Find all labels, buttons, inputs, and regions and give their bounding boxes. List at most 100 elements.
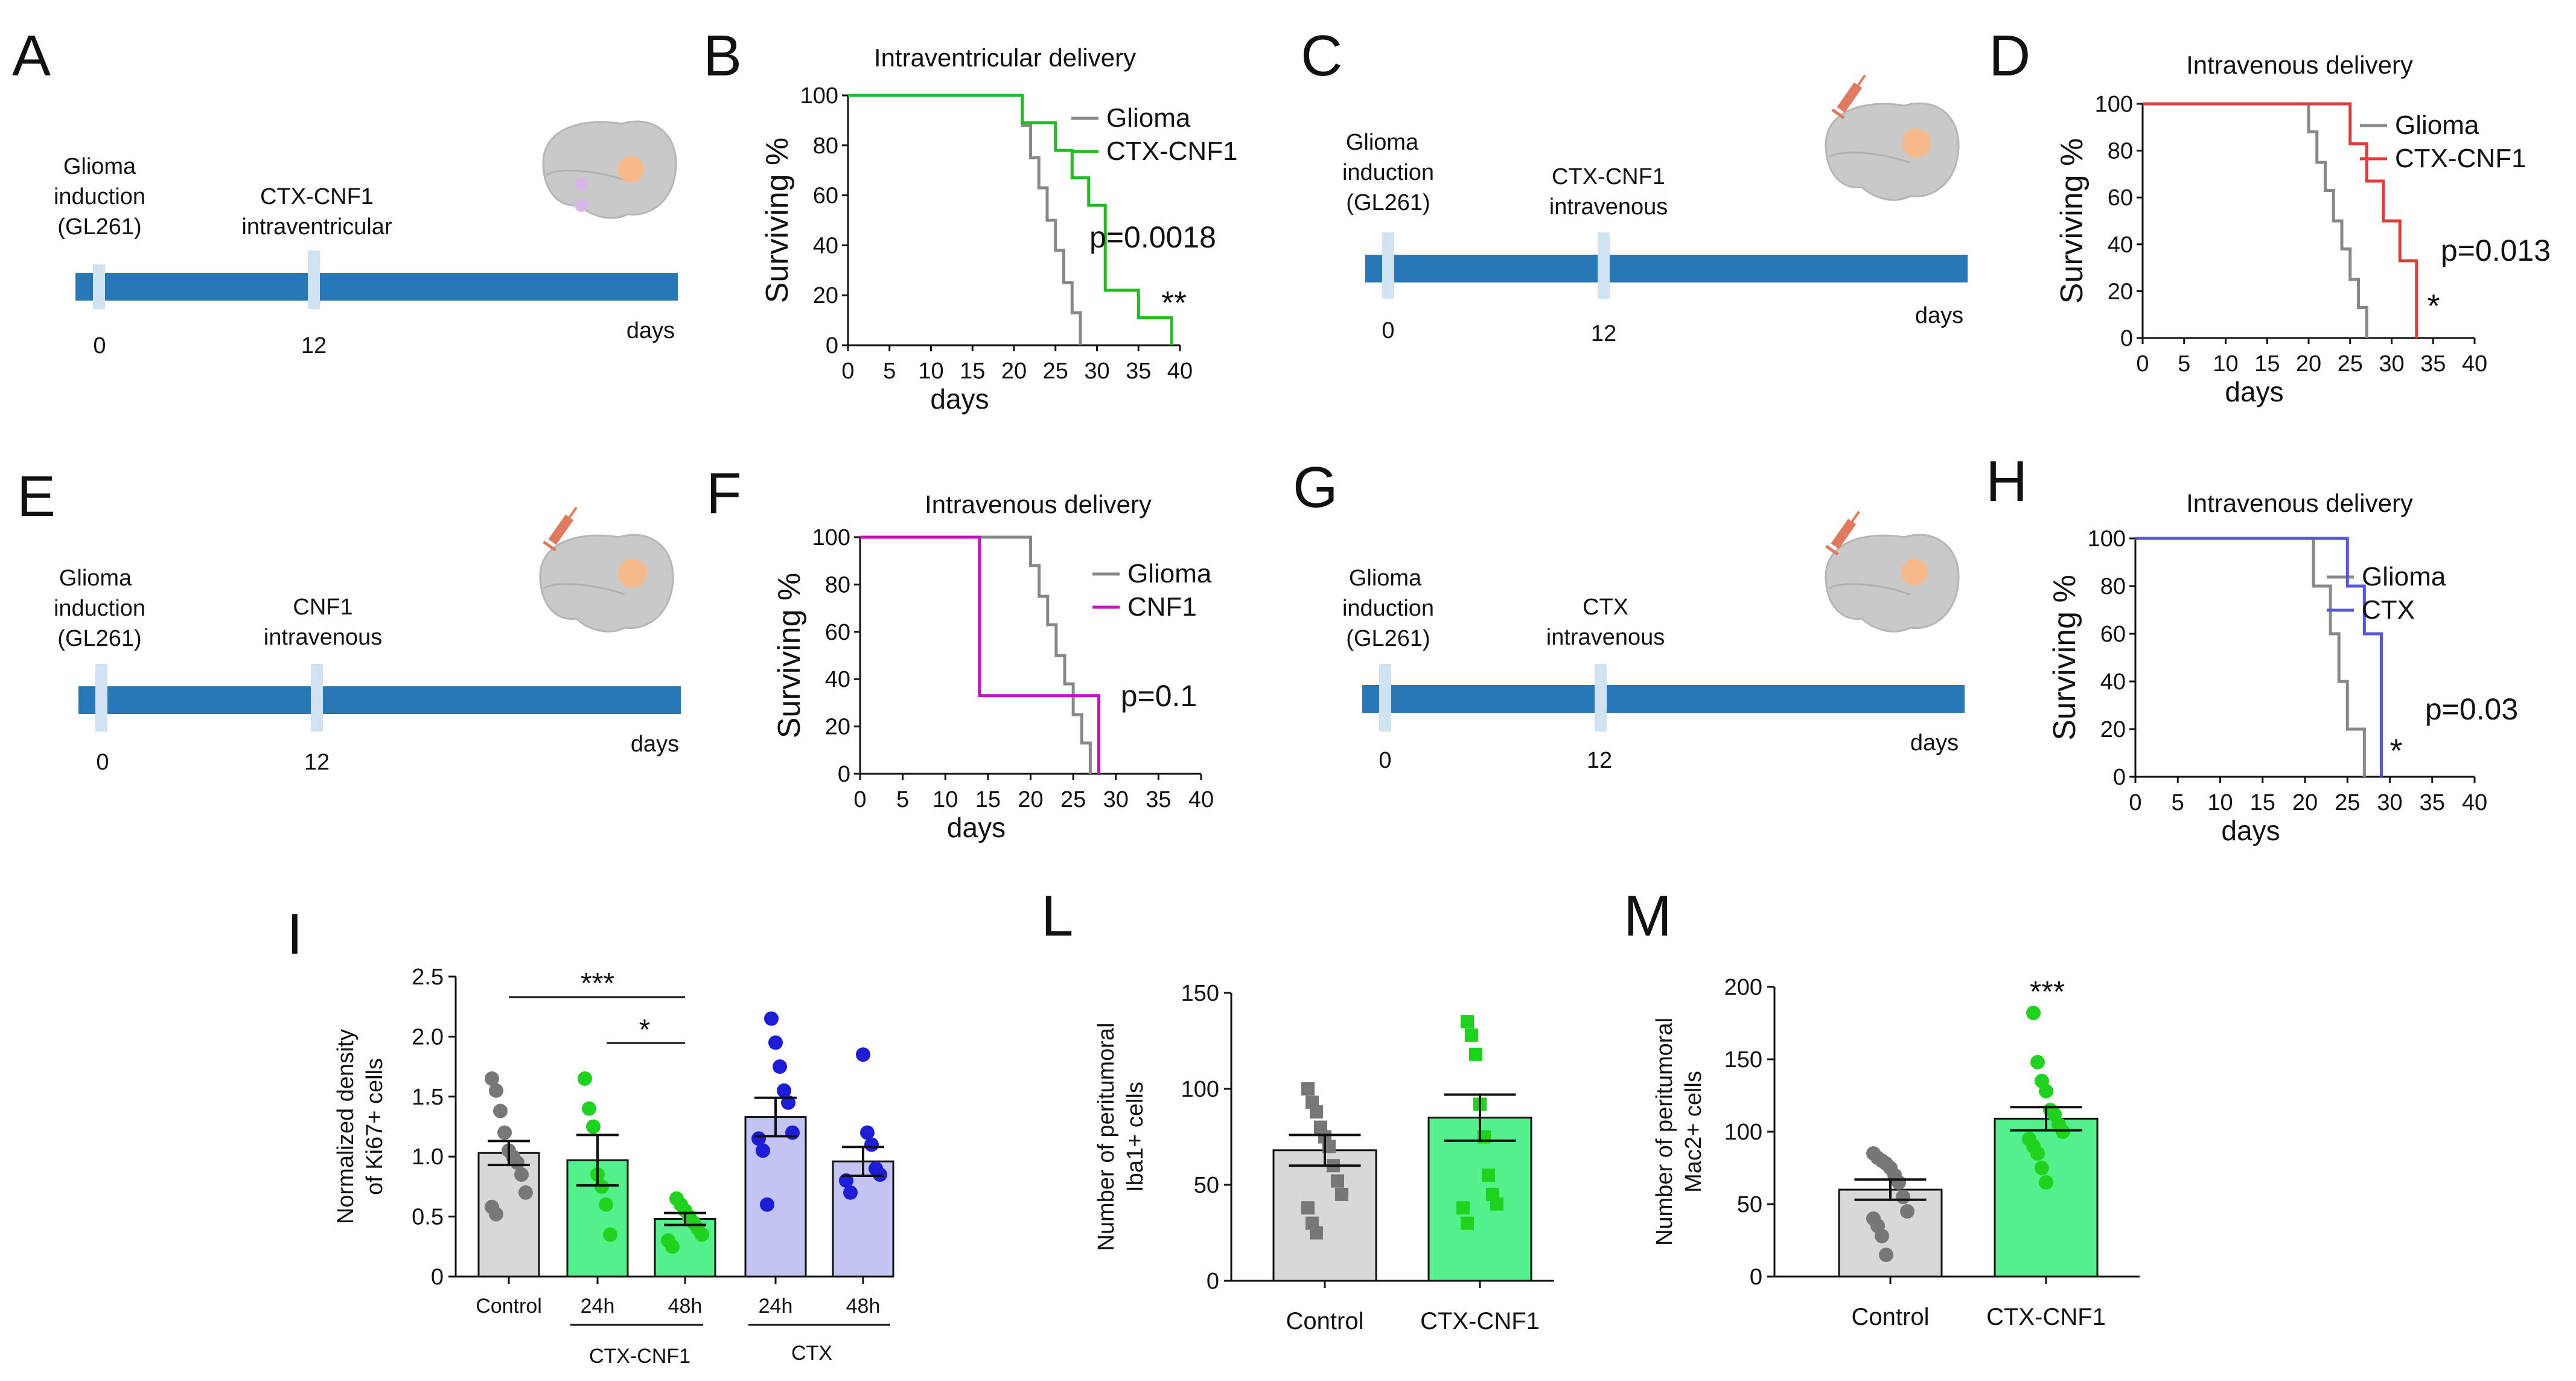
- y-axis-label: Surviving %: [772, 573, 807, 739]
- timeline-marker-treatment: [1598, 232, 1610, 299]
- data-point: [1331, 1174, 1344, 1188]
- x-tick-label: 20: [2296, 351, 2321, 377]
- induction-label-line2: induction: [1342, 596, 1434, 621]
- treatment-label-line2: intravenous: [1546, 625, 1665, 650]
- chart-title: Intraventricular delivery: [874, 43, 1136, 72]
- y-axis-label-line: Number of peritumoral: [1652, 1018, 1677, 1246]
- y-tick-label: 40: [813, 233, 838, 258]
- induction-label-line3: (GL261): [1346, 626, 1430, 651]
- data-point: [586, 1119, 601, 1134]
- panel-letter-b: B: [703, 24, 742, 88]
- data-point: [864, 1137, 879, 1152]
- y-tick-label: 0: [1750, 1265, 1762, 1290]
- induction-label-line1: Glioma: [1346, 130, 1419, 155]
- y-tick-label: 1.0: [412, 1144, 444, 1170]
- x-tick-label: 30: [2377, 790, 2402, 815]
- y-tick-label: 60: [825, 620, 850, 645]
- y-tick-label: 2.0: [412, 1024, 444, 1050]
- data-point: [695, 1227, 709, 1242]
- x-tick-label: 35: [1126, 359, 1151, 384]
- y-tick-label: 0: [2120, 326, 2133, 351]
- treatment-label-line1: CTX-CNF1: [260, 184, 374, 209]
- data-point: [1482, 1169, 1495, 1182]
- x-axis-label: days: [2221, 815, 2280, 846]
- data-point: [582, 1101, 596, 1116]
- data-point: [599, 1197, 613, 1212]
- y-tick-label: 0: [1207, 1269, 1219, 1294]
- legend-label: CTX: [2362, 595, 2415, 625]
- data-point: [518, 1185, 533, 1200]
- data-point: [751, 1131, 766, 1146]
- injection-site-icon: [575, 177, 588, 191]
- y-tick-label: 20: [825, 715, 850, 740]
- legend-label: Glioma: [1106, 103, 1191, 133]
- induction-label-line2: induction: [54, 184, 145, 209]
- x-tick-label: 20: [2292, 790, 2318, 815]
- x-axis-label: days: [947, 812, 1006, 843]
- data-point: [777, 1083, 791, 1098]
- bar: [1272, 1149, 1377, 1282]
- timeline-marker-induction: [95, 664, 107, 732]
- panel-letter-f: F: [706, 461, 742, 526]
- data-point: [2030, 1146, 2045, 1161]
- x-tick-label: 25: [1060, 787, 1086, 812]
- y-tick-label: 20: [813, 283, 838, 308]
- data-point: [1456, 1201, 1470, 1215]
- y-tick-label: 50: [1737, 1192, 1762, 1217]
- treatment-label-line1: CNF1: [293, 595, 352, 620]
- data-point: [1310, 1226, 1323, 1240]
- timeline-c: Glioma induction (GL261) CTX-CNF1 intrav…: [1342, 74, 1968, 346]
- data-point: [485, 1071, 499, 1086]
- significance-stars: *: [2389, 733, 2402, 769]
- x-tick-label: 0: [841, 359, 854, 384]
- axis-label-days: days: [631, 732, 679, 757]
- p-value-label: p=0.013: [2441, 234, 2551, 267]
- y-tick-label: 40: [2108, 232, 2133, 258]
- x-tick-label: 10: [933, 787, 958, 812]
- panel-letter-c: C: [1301, 24, 1342, 88]
- x-tick-label: 15: [975, 787, 1001, 812]
- data-point: [665, 1239, 680, 1254]
- x-tick-label: CTX-CNF1: [1986, 1304, 2106, 1330]
- p-value-label: p=0.03: [2425, 692, 2518, 726]
- y-tick-label: 150: [1181, 981, 1219, 1006]
- timeline-g: Glioma induction (GL261) CTX intravenous…: [1342, 511, 1965, 773]
- data-point: [2030, 1054, 2045, 1070]
- data-point: [1892, 1175, 1906, 1190]
- tumor-icon: [617, 156, 644, 182]
- data-point: [514, 1167, 529, 1182]
- x-tick-label: 15: [2254, 351, 2280, 377]
- data-point: [1875, 1228, 1889, 1243]
- survival-curve-glioma: [2143, 102, 2368, 338]
- data-point: [493, 1103, 508, 1118]
- y-tick-label: 80: [2100, 574, 2126, 599]
- y-axis-label-line: Number of peritumoral: [1094, 1022, 1119, 1251]
- induction-label-line1: Glioma: [63, 154, 136, 179]
- tick-label-day0: 0: [1382, 318, 1394, 343]
- panel-letter-g: G: [1293, 455, 1338, 520]
- survival-chart-intraventricular: Intraventricular delivery 0 5 10 15 20 25 30 35 4…: [760, 43, 1238, 415]
- induction-label-line2: induction: [1342, 160, 1434, 185]
- treatment-label-line2: intravenous: [1549, 194, 1668, 220]
- tumor-icon: [618, 559, 647, 588]
- survival-chart-intravenous-ctx: Intravenous delivery 0 5 10 15 20 25 30 35 40 0 20 4…: [2047, 489, 2518, 846]
- y-tick-label: 60: [2108, 185, 2133, 211]
- y-tick-label: 0: [2113, 765, 2126, 790]
- data-point: [1310, 1105, 1323, 1119]
- axis-label-days: days: [1915, 303, 1963, 328]
- y-tick-label: 50: [1194, 1173, 1219, 1198]
- x-tick-label: 40: [2462, 790, 2487, 815]
- data-point: [578, 1071, 592, 1086]
- x-tick-label: 20: [1001, 359, 1027, 384]
- y-tick-label: 100: [1181, 1077, 1219, 1102]
- y-tick-label: 150: [1724, 1047, 1762, 1073]
- y-tick-label: 0.5: [412, 1205, 444, 1230]
- y-tick-label: 100: [812, 525, 850, 550]
- timeline-marker-treatment: [308, 250, 320, 309]
- data-point: [1461, 1015, 1474, 1029]
- axis-label-days: days: [626, 318, 675, 343]
- induction-label-line1: Glioma: [1349, 566, 1422, 591]
- x-tick-label: 5: [2178, 351, 2190, 377]
- x-tick-label: 24h: [581, 1295, 615, 1318]
- x-tick-label: Control: [1286, 1308, 1364, 1335]
